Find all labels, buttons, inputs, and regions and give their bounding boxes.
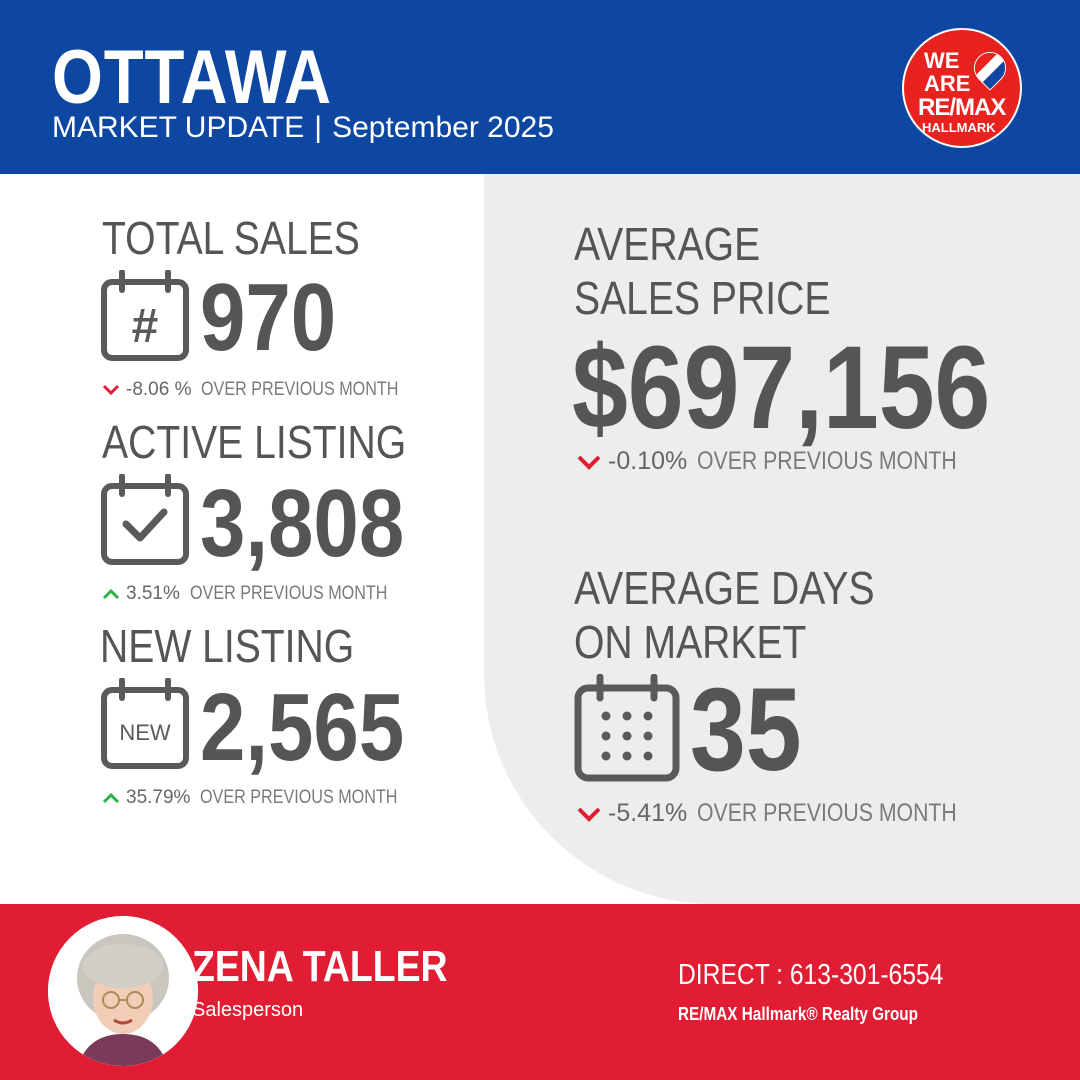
total-sales-value: 970 — [200, 264, 337, 371]
balloon-icon — [967, 45, 1013, 91]
agent-name: ZENA TALLER — [192, 942, 448, 991]
report-subtitle: MARKET UPDATE | September 2025 — [52, 110, 554, 146]
hash-calendar-icon: # — [101, 270, 189, 361]
agent-photo — [48, 916, 198, 1066]
new-icon-text: NEW — [119, 720, 171, 745]
logo-line2: ARE — [924, 71, 971, 96]
chevron-down-icon — [102, 384, 120, 396]
avg-days-change-percent: -5.41% — [608, 799, 688, 827]
avg-price-label-line2: SALES PRICE — [574, 272, 831, 324]
chevron-up-icon — [102, 588, 120, 600]
logo-line1: WE — [924, 48, 960, 73]
svg-text:#: # — [132, 300, 159, 353]
avg-days-label-line2: ON MARKET — [574, 616, 807, 668]
brokerage-name: RE/MAX Hallmark® Realty Group — [678, 1004, 918, 1024]
avatar — [48, 916, 198, 1066]
check-calendar-icon — [101, 474, 189, 565]
new-listing-label: NEW LISTING — [100, 620, 355, 672]
subtitle-date: September 2025 — [332, 111, 554, 144]
avg-price-label-line1: AVERAGE — [574, 218, 761, 270]
active-listing-label: ACTIVE LISTING — [102, 416, 407, 468]
city-title: OTTAWA — [52, 35, 332, 120]
avg-price-change-percent: -0.10% — [608, 447, 688, 475]
active-listing-value: 3,808 — [200, 470, 405, 577]
avg-price-change-suffix: OVER PREVIOUS MONTH — [697, 447, 957, 475]
total-sales-label: TOTAL SALES — [102, 212, 360, 264]
avg-price-change: -0.10% OVER PREVIOUS MONTH — [576, 446, 1003, 476]
avg-days-label-line1: AVERAGE DAYS — [574, 562, 875, 614]
new-listing-value: 2,565 — [200, 674, 405, 781]
logo-line3: RE/MAX — [918, 94, 1006, 121]
active-listing-change-percent: 3.51% — [126, 583, 180, 604]
avg-price-value: $697,156 — [572, 322, 991, 454]
avg-days-change-suffix: OVER PREVIOUS MONTH — [697, 799, 957, 827]
chevron-down-icon — [577, 807, 601, 823]
new-listing-change-percent: 35.79% — [126, 787, 191, 808]
agent-role: Salesperson — [192, 999, 304, 1021]
right-panel-background — [484, 174, 1080, 904]
direct-phone[interactable]: DIRECT : 613-301-6554 — [678, 959, 944, 991]
subtitle-market-update: MARKET UPDATE — [52, 111, 305, 144]
active-listing-change: 3.51% OVER PREVIOUS MONTH — [102, 582, 422, 606]
subtitle-separator: | — [314, 111, 323, 144]
total-sales-change-suffix: OVER PREVIOUS MONTH — [201, 379, 399, 400]
new-listing-change: 35.79% OVER PREVIOUS MONTH — [102, 786, 433, 810]
total-sales-change: -8.06 % OVER PREVIOUS MONTH — [102, 378, 434, 402]
new-calendar-icon: NEW — [101, 678, 189, 769]
chevron-up-icon — [102, 792, 120, 804]
avg-days-change: -5.41% OVER PREVIOUS MONTH — [576, 798, 1003, 828]
active-listing-change-suffix: OVER PREVIOUS MONTH — [189, 583, 388, 604]
remax-logo: WE ARE RE/MAX HALLMARK — [902, 28, 1022, 148]
logo-line4: HALLMARK — [922, 120, 996, 135]
dots-calendar-icon — [574, 674, 680, 782]
avg-days-value: 35 — [690, 664, 802, 796]
header-banner: OTTAWA MARKET UPDATE | September 2025 WE A… — [0, 0, 1080, 174]
chevron-down-icon — [577, 455, 601, 471]
total-sales-change-percent: -8.06 % — [126, 379, 192, 400]
new-listing-change-suffix: OVER PREVIOUS MONTH — [200, 787, 398, 808]
